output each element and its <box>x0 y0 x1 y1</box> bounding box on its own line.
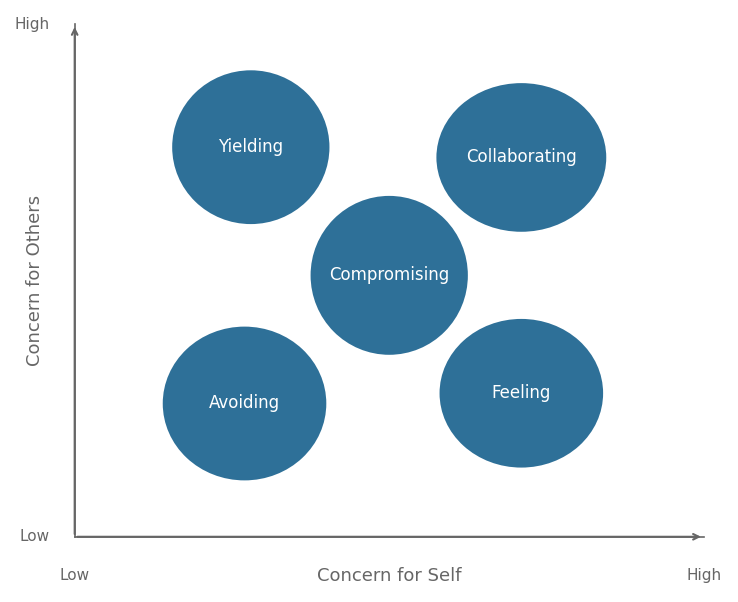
Text: High: High <box>14 17 49 32</box>
Ellipse shape <box>172 70 329 224</box>
Y-axis label: Concern for Others: Concern for Others <box>26 195 44 366</box>
Text: Yielding: Yielding <box>218 138 283 156</box>
Ellipse shape <box>436 83 606 232</box>
Text: Low: Low <box>19 529 49 544</box>
Ellipse shape <box>440 319 603 468</box>
Ellipse shape <box>311 196 468 355</box>
Text: Compromising: Compromising <box>329 266 449 284</box>
Text: Collaborating: Collaborating <box>466 149 576 166</box>
Text: Low: Low <box>60 568 90 583</box>
X-axis label: Concern for Self: Concern for Self <box>317 567 461 585</box>
Text: Avoiding: Avoiding <box>209 394 280 412</box>
Text: Feeling: Feeling <box>492 384 551 402</box>
Text: High: High <box>686 568 721 583</box>
Ellipse shape <box>163 327 326 480</box>
